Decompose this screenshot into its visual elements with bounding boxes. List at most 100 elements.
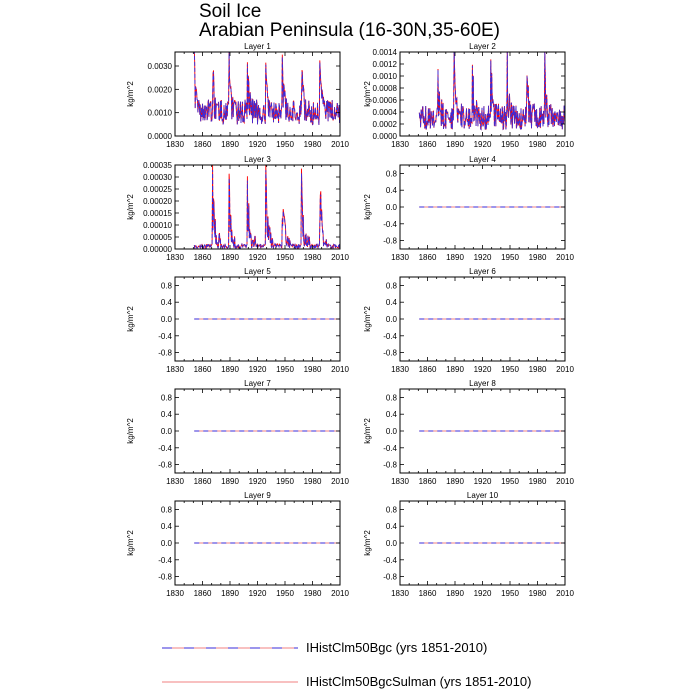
panel-title: Layer 10 [467,491,499,500]
panel-frame [174,164,341,250]
y-axis-label: kg/m^2 [363,194,372,220]
panel-title: Layer 3 [244,155,271,164]
y-tick-label: 0.0006 [373,96,398,105]
y-tick-label: 0.00030 [143,173,172,182]
panel-layer-7: Layer 7 kg/m^2 1830 1860 1890 1920 1950 1980 201… [126,379,349,486]
y-axis-label: kg/m^2 [363,418,372,444]
series-line-bgc [418,52,565,131]
y-axis-label: kg/m^2 [126,306,135,332]
y-tick-label: -0.8 [158,461,172,470]
y-tick-label: 0.8 [386,281,398,290]
x-tick-label: 1860 [194,477,212,486]
y-tick-label: 0.8 [386,393,398,402]
x-tick-label: 1890 [221,589,239,598]
x-tick-label: 1950 [501,477,519,486]
legend-swatch-bgc [162,647,298,649]
x-tick-label: 1890 [446,253,464,262]
y-axis-label: kg/m^2 [126,530,135,556]
x-tick-label: 1920 [249,253,267,262]
panel-title: Layer 9 [244,491,271,500]
x-tick-label: 1890 [221,365,239,374]
y-tick-label: 0.4 [386,298,398,307]
y-tick-label: 0.4 [386,522,398,531]
x-tick-label: 1860 [419,365,437,374]
panel-title: Layer 7 [244,379,271,388]
y-tick-label: 0.0012 [373,60,398,69]
x-tick-label: 1980 [529,253,547,262]
x-tick-label: 1950 [276,589,294,598]
figure-title: Soil Ice [199,1,262,22]
y-tick-label: 0.0020 [148,85,173,94]
x-tick-label: 2010 [331,253,349,262]
y-axis-label: kg/m^2 [126,418,135,444]
x-tick-label: 2010 [331,365,349,374]
x-tick-label: 1830 [391,589,409,598]
y-tick-label: 0.4 [161,298,173,307]
x-tick-label: 1920 [474,140,492,149]
x-tick-label: 1950 [276,253,294,262]
y-tick-label: -0.4 [158,332,172,341]
y-tick-label: 0.8 [161,505,173,514]
plot-area [193,52,340,126]
x-tick-label: 1920 [249,365,267,374]
panel-title: Layer 8 [469,379,496,388]
x-tick-label: 1890 [446,140,464,149]
y-tick-label: 0.8 [161,393,173,402]
x-tick-label: 1920 [474,365,492,374]
x-tick-label: 1950 [501,253,519,262]
x-tick-label: 1860 [419,589,437,598]
panel-title: Layer 4 [469,155,496,164]
y-tick-label: 0.4 [386,410,398,419]
y-tick-label: -0.8 [158,349,172,358]
x-tick-label: 1830 [166,253,184,262]
x-tick-label: 1830 [166,589,184,598]
y-axis-label: kg/m^2 [363,306,372,332]
y-tick-label: 0.00020 [143,197,172,206]
y-tick-label: 0.0004 [373,108,398,117]
y-axis-label: kg/m^2 [363,530,372,556]
x-tick-label: 1860 [194,589,212,598]
panel-layer-9: Layer 9 kg/m^2 1830 1860 1890 1920 1950 1980 201… [126,491,349,598]
x-tick-label: 2010 [331,140,349,149]
y-tick-label: 0.0 [161,539,173,548]
x-tick-label: 2010 [556,365,574,374]
x-tick-label: 1860 [419,477,437,486]
panel-layer-10: Layer 10 kg/m^2 1830 1860 1890 1920 1950 1980 20… [363,491,574,598]
x-tick-label: 1950 [501,589,519,598]
x-tick-label: 1860 [194,140,212,149]
y-axis-label: kg/m^2 [126,194,135,220]
x-tick-label: 2010 [556,589,574,598]
x-tick-label: 1950 [276,140,294,149]
figure-subtitle: Arabian Peninsula (16-30N,35-60E) [199,20,501,41]
x-tick-label: 1890 [221,140,239,149]
y-tick-label: 0.00015 [143,209,172,218]
x-tick-label: 1920 [474,477,492,486]
x-tick-label: 1980 [304,365,322,374]
legend-item-sulman: IHistClm50BgcSulman (yrs 1851-2010) [160,672,700,692]
legend-label-sulman: IHistClm50BgcSulman (yrs 1851-2010) [306,674,532,689]
panel-layer-3: Layer 3 kg/m^2 1830 1860 1890 1920 1950 1980 201… [126,155,349,262]
y-tick-label: 0.0000 [148,132,173,141]
panel-layer-4: Layer 4 kg/m^2 1830 1860 1890 1920 1950 1980 201… [363,155,574,262]
x-tick-label: 1920 [474,253,492,262]
x-tick-label: 1830 [391,140,409,149]
y-tick-label: 0.0002 [373,120,398,129]
x-tick-label: 1830 [166,140,184,149]
y-tick-label: 0.0008 [373,84,398,93]
y-tick-label: 0.00000 [143,245,172,254]
y-tick-label: 0.00005 [143,233,172,242]
x-tick-label: 1980 [529,477,547,486]
y-tick-label: 0.0010 [373,72,398,81]
x-tick-label: 2010 [556,477,574,486]
x-tick-label: 1980 [304,477,322,486]
y-tick-label: 0.0 [386,427,398,436]
y-tick-label: 0.8 [386,169,398,178]
y-tick-label: 0.0000 [373,132,398,141]
panel-layer-6: Layer 6 kg/m^2 1830 1860 1890 1920 1950 1980 201… [363,267,574,374]
x-tick-label: 1860 [194,253,212,262]
y-tick-label: -0.8 [158,573,172,582]
x-tick-label: 1890 [446,365,464,374]
x-tick-label: 1890 [221,477,239,486]
y-tick-label: 0.0010 [148,109,173,118]
